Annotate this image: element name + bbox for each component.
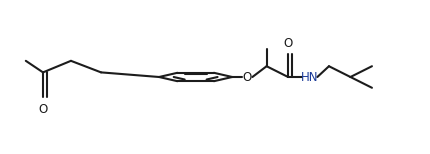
Text: O: O <box>283 37 293 50</box>
Text: HN: HN <box>301 71 318 83</box>
Text: O: O <box>38 103 48 116</box>
Text: O: O <box>243 71 252 83</box>
